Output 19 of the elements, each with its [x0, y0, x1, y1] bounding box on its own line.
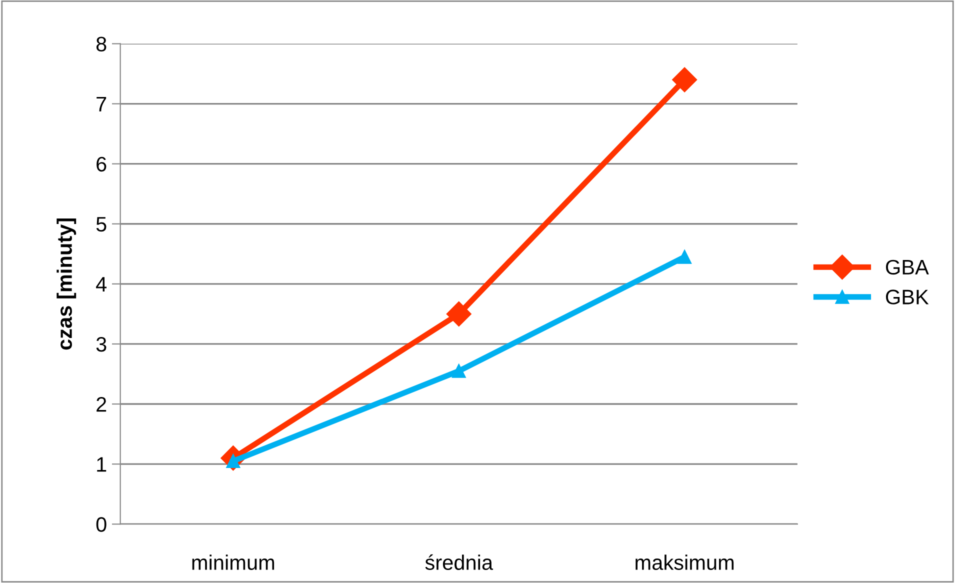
- point: [452, 364, 466, 378]
- x-tick-label: średnia: [425, 554, 494, 570]
- y-tick-label: 7: [96, 96, 106, 112]
- y-axis-title: czas [minuty]: [56, 218, 76, 350]
- y-tick-label: 0: [96, 517, 106, 532]
- legend-label: GBK: [886, 290, 929, 304]
- point: [672, 67, 698, 92]
- y-tick-label: 8: [96, 36, 106, 52]
- y-tick-label: 1: [97, 457, 106, 472]
- y-tick-label: 4: [96, 277, 107, 292]
- legend-label: GBA: [886, 260, 929, 275]
- y-tick-label: 5: [96, 217, 106, 232]
- point: [446, 301, 472, 326]
- y-tick-label: 6: [96, 156, 106, 172]
- x-tick-label: minimum: [192, 554, 274, 570]
- x-tick-label: maksimum: [636, 554, 734, 570]
- y-tick-label: 2: [96, 397, 106, 412]
- y-tick-label: 3: [96, 336, 106, 352]
- point: [678, 250, 692, 264]
